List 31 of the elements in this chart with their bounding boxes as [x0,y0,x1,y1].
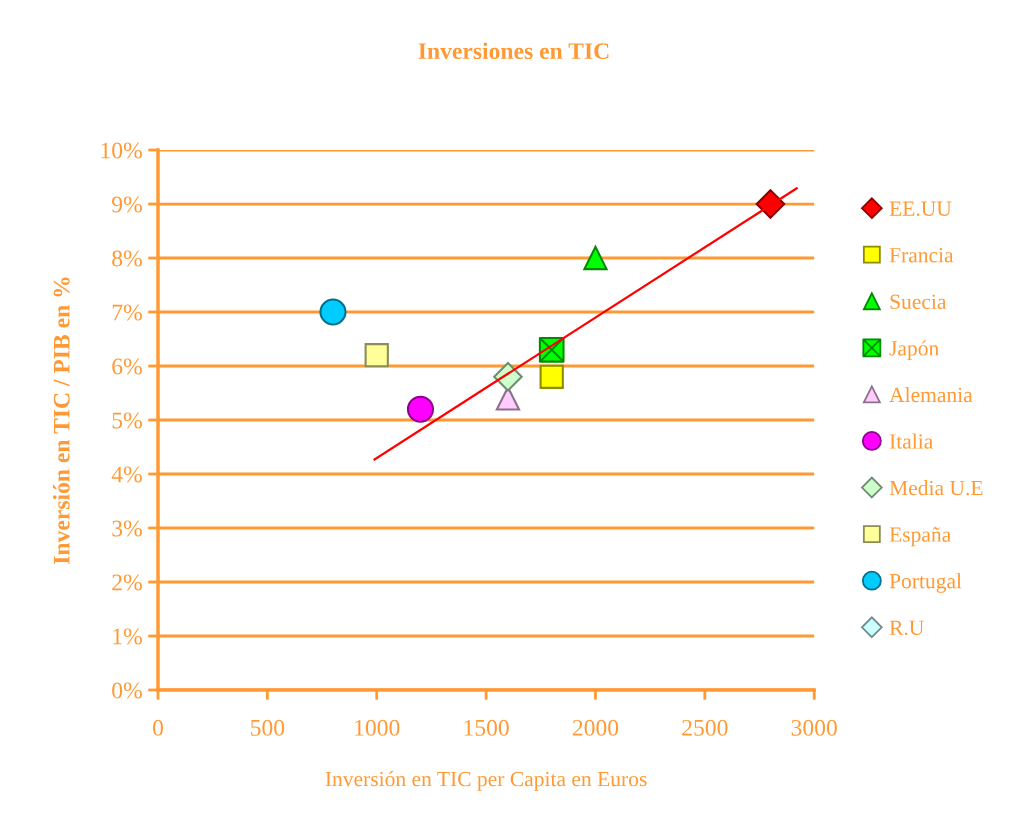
legend-label: Portugal [889,573,962,593]
legend-label: Francia [889,247,954,263]
legend-label: R.U [889,620,924,636]
y-tick-label: 8% [112,250,142,267]
y-tick-label: 1% [113,628,142,645]
x-tick-label: 0 [153,719,164,736]
x-tick-label: 1000 [355,719,400,736]
x-axis-title: Inversión en TIC per Capita en Euros [325,771,647,791]
legend-label: Japón [889,340,939,360]
y-tick-label: 6% [112,358,142,375]
legend-label: EE.UU [889,201,952,216]
y-axis-title: Inversión en TIC / PIB en % [53,277,70,564]
x-tick-label: 3000 [791,719,837,736]
legend-label: Alemania [889,386,973,403]
chart-title: Inversiones en TIC [418,42,609,60]
y-tick-label: 4% [111,466,142,483]
y-tick-label: 7% [112,304,142,321]
x-tick-label: 500 [251,719,285,736]
y-tick-label: 0% [112,682,142,699]
legend-label: Italia [889,433,933,449]
y-tick-label: 3% [112,520,142,537]
legend-label: España [889,527,951,547]
legend-label: Suecia [890,294,947,310]
y-tick-label: 9% [112,196,142,213]
y-tick-label: 10% [101,142,142,159]
y-tick-label: 2% [112,574,142,591]
y-tick-label: 5% [112,412,142,429]
x-tick-label: 2000 [572,719,619,736]
legend-label: Media U.E [889,480,983,496]
x-tick-label: 2500 [682,719,728,736]
x-tick-label: 1500 [464,719,509,736]
